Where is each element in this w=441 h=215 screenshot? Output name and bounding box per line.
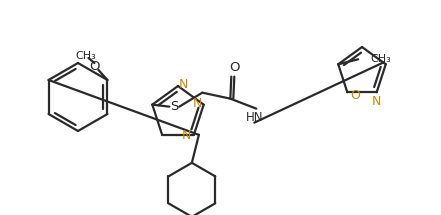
- Text: N: N: [193, 97, 202, 110]
- Text: O: O: [229, 61, 239, 74]
- Text: N: N: [182, 129, 191, 142]
- Text: O: O: [350, 89, 360, 102]
- Text: O: O: [89, 60, 100, 74]
- Text: N: N: [372, 95, 381, 108]
- Text: HN: HN: [246, 111, 263, 124]
- Text: CH₃: CH₃: [75, 51, 96, 61]
- Text: S: S: [170, 100, 179, 113]
- Text: CH₃: CH₃: [370, 54, 391, 64]
- Text: N: N: [178, 78, 188, 92]
